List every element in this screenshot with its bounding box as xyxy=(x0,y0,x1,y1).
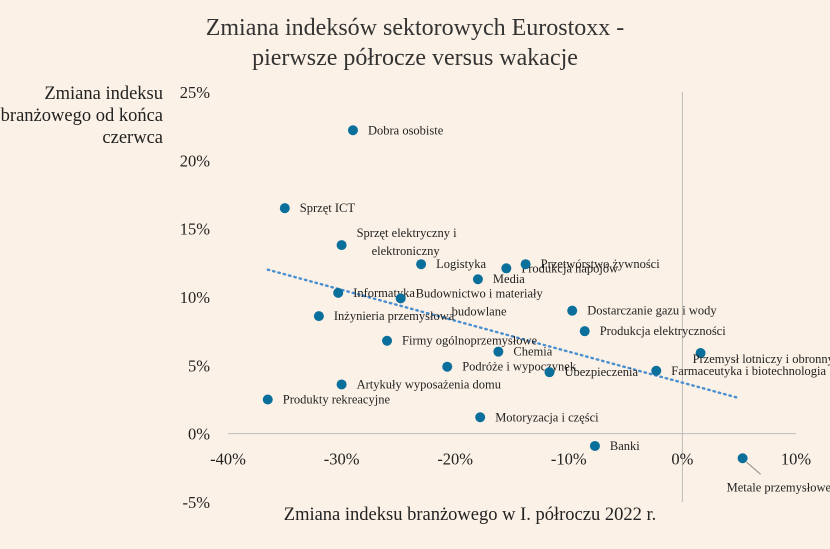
point-label: Artykuły wyposażenia domu xyxy=(357,377,502,391)
point-label: Podróże i wypoczynek xyxy=(462,360,577,374)
x-tick-label: 0% xyxy=(671,450,693,469)
y-tick-label: 15% xyxy=(180,220,211,239)
label-leader-line xyxy=(746,461,761,475)
point-label: Motoryzacja i części xyxy=(495,410,599,424)
data-point xyxy=(313,311,324,322)
point-label: Ubezpieczenia xyxy=(564,365,638,379)
data-point xyxy=(737,453,748,464)
y-axis-label-line-2: branżowego od końca xyxy=(0,106,163,126)
data-point xyxy=(336,379,347,390)
point-label: Sprzęt elektryczny i xyxy=(357,226,457,240)
y-axis-label-line-3: czerwca xyxy=(102,128,163,148)
data-point xyxy=(567,305,578,316)
point-label: Produkcja napojów xyxy=(521,261,618,275)
data-point xyxy=(262,394,273,405)
data-point xyxy=(472,274,483,285)
point-label: Firmy ogólnoprzemysłowe xyxy=(402,334,538,348)
x-tick-label: -10% xyxy=(551,450,587,469)
point-label: Inżynieria przemysłowa xyxy=(334,309,455,323)
point-label: budowlane xyxy=(452,304,507,318)
y-tick-label: 0% xyxy=(188,425,210,444)
data-point xyxy=(520,259,531,270)
point-label: Chemia xyxy=(513,345,552,359)
y-tick-label: -5% xyxy=(183,493,211,512)
point-label: Przemysł lotniczy i obronny xyxy=(693,352,830,366)
x-axis-label: Zmiana indeksu branżowego w I. półroczu … xyxy=(283,505,657,525)
point-label: Banki xyxy=(610,439,640,453)
x-tick-label: -30% xyxy=(324,450,360,469)
x-tick-label: 10% xyxy=(781,450,812,469)
y-tick-label: 20% xyxy=(180,151,211,170)
point-label: Przetwórstwo żywności xyxy=(541,257,661,271)
point-label: Produkty rekreacyjne xyxy=(283,393,391,407)
data-point xyxy=(544,367,555,378)
data-point xyxy=(695,348,706,359)
data-point xyxy=(279,203,290,214)
chart-title-line-1: Zmiana indeksów sektorowych Eurostoxx - xyxy=(205,15,625,41)
data-point xyxy=(333,287,344,298)
y-tick-label: 25% xyxy=(180,83,211,102)
data-point xyxy=(442,361,453,372)
y-tick-label: 5% xyxy=(188,356,210,375)
y-axis-label: Zmiana indeksu branżowego od końca czerw… xyxy=(0,83,163,149)
point-label: Farmaceutyka i biotechnologia xyxy=(671,364,826,378)
data-point xyxy=(579,326,590,337)
data-point xyxy=(501,263,512,274)
data-point xyxy=(347,125,358,136)
x-tick-label: -40% xyxy=(210,450,246,469)
data-point xyxy=(651,365,662,376)
point-label: Informatyka xyxy=(353,286,415,300)
point-label: Dobra osobiste xyxy=(368,123,444,137)
trendline xyxy=(266,268,741,400)
point-label: Sprzęt ICT xyxy=(300,201,356,215)
point-label: Media xyxy=(493,272,525,286)
point-label: Dostarczanie gazu i wody xyxy=(587,304,717,318)
data-point xyxy=(382,335,393,346)
x-tick-label: -20% xyxy=(437,450,473,469)
data-point xyxy=(493,346,504,357)
y-tick-label: 10% xyxy=(180,288,211,307)
data-point xyxy=(395,293,406,304)
point-label: Logistyka xyxy=(436,257,486,271)
y-axis-label-line-1: Zmiana indeksu xyxy=(44,84,163,104)
data-point xyxy=(416,259,427,270)
data-point xyxy=(475,412,486,423)
point-label: elektroniczny xyxy=(372,244,441,258)
data-point xyxy=(336,240,347,251)
chart-title-line-2: pierwsze półrocze versus wakacje xyxy=(252,45,578,71)
point-label: Produkcja elektryczności xyxy=(600,324,727,338)
data-point xyxy=(589,440,600,451)
point-label: Budownictwo i materiały xyxy=(416,286,544,300)
point-label: Metale przemysłowe xyxy=(727,480,830,494)
